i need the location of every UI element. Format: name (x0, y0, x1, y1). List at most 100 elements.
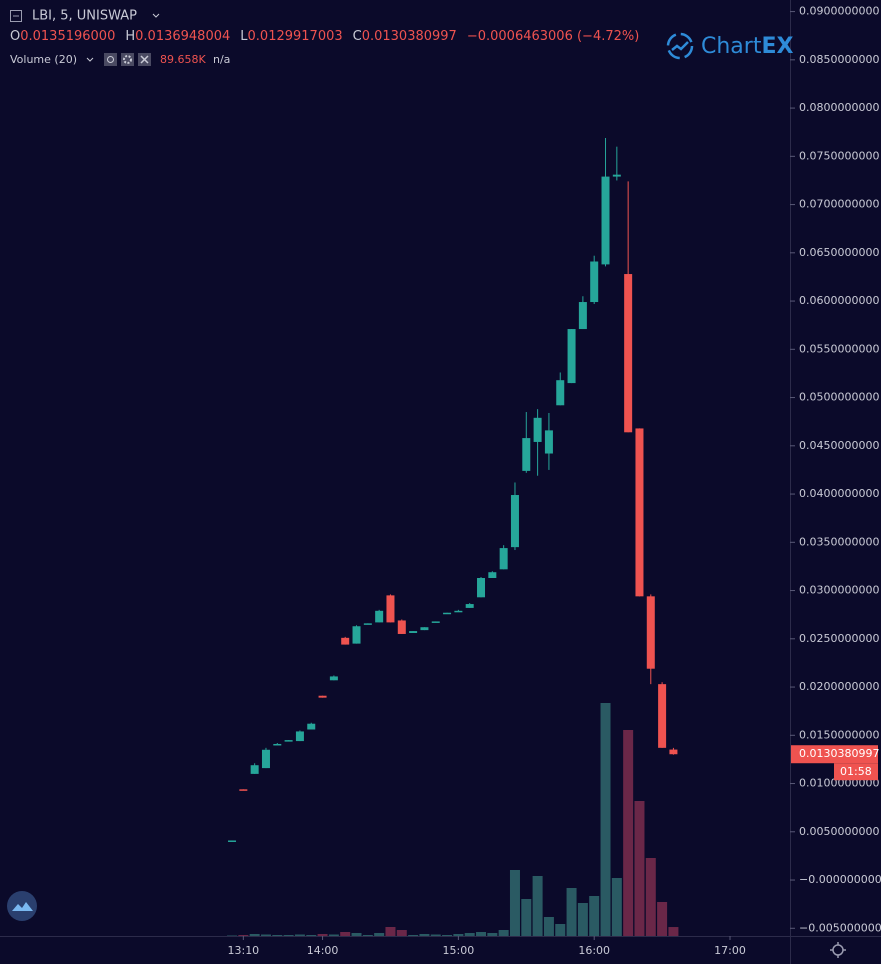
volume-bar (498, 930, 509, 936)
volume-bar (317, 934, 328, 936)
y-tick-label: 0.0450000000 (799, 439, 879, 452)
collapse-icon[interactable] (10, 10, 22, 22)
x-tick-label: 17:00 (714, 944, 746, 957)
settings-button[interactable] (121, 53, 134, 66)
volume-bar (487, 933, 498, 936)
volume-bar (634, 801, 645, 936)
y-tick-label: 0.0200000000 (799, 680, 879, 693)
volume-bar (340, 932, 351, 936)
gear-icon (123, 55, 132, 64)
candle-body (409, 631, 418, 634)
volume-bar (464, 933, 475, 936)
candle-body (646, 596, 655, 669)
volume-bar (521, 899, 532, 936)
volume-bar (249, 934, 260, 936)
ohlc-key: H (125, 29, 135, 44)
candle-body (363, 623, 372, 625)
volume-bar (283, 935, 294, 936)
volume-bar (509, 870, 520, 936)
x-tick-label: 13:10 (227, 944, 259, 957)
volume-bar (589, 896, 600, 936)
price-label-box (791, 745, 878, 764)
tv-badge[interactable] (7, 891, 37, 921)
y-tick-label: 0.0400000000 (799, 487, 879, 500)
candle-body (352, 626, 361, 644)
volume-bar (453, 934, 464, 936)
candle-body (284, 740, 293, 742)
volume-bar (396, 930, 407, 936)
volume-bar (294, 934, 305, 936)
ohlc-key: O (10, 29, 20, 44)
ohlc-value: 0.0129917003 (248, 29, 343, 44)
ohlc-value: 0.0136948004 (135, 29, 230, 44)
change-label: −0.0006463006 (−4.72%) (467, 29, 639, 44)
chevron[interactable] (86, 57, 94, 62)
volume-bar (362, 935, 373, 936)
logo-text: EX (761, 34, 793, 59)
candle-body (499, 548, 508, 570)
ohlc-key: C (353, 29, 362, 44)
ohlc-value: 0.0135196000 (20, 29, 115, 44)
candle-body (341, 637, 350, 645)
candle-body (239, 789, 248, 791)
candle-body (522, 438, 531, 471)
volume-bar (543, 917, 554, 936)
chevron[interactable] (152, 13, 160, 18)
volume-bar (476, 932, 487, 936)
volume-bar (668, 927, 679, 936)
volume-bar (611, 878, 622, 936)
y-tick-label: 0.0300000000 (799, 584, 879, 597)
candle-body (556, 380, 565, 406)
candle-body (488, 572, 497, 579)
volume-bar (555, 924, 566, 936)
candle-body (658, 684, 667, 748)
y-tick-label: 0.0600000000 (799, 294, 879, 307)
candle-body (533, 417, 542, 442)
ohlc-key: L (240, 29, 248, 44)
candle-body (454, 610, 463, 613)
volume-bar (442, 935, 453, 936)
y-tick-label: 0.0350000000 (799, 535, 879, 548)
candle-body (567, 329, 576, 384)
y-tick-label: 0.0550000000 (799, 342, 879, 355)
logo: ChartEX (666, 32, 793, 60)
candle-body (318, 695, 327, 698)
candle-body (250, 765, 259, 774)
candle-body (295, 731, 304, 742)
logo-text: Chart (701, 34, 762, 59)
plot-area (227, 137, 679, 936)
candle-body (544, 430, 553, 454)
candle-body (329, 676, 338, 681)
candle-body (228, 840, 237, 842)
volume-bar (657, 902, 668, 936)
candle-body (431, 621, 440, 623)
volume-bar (623, 730, 634, 936)
eye-icon (107, 56, 114, 63)
y-tick-label: 0.0050000000 (799, 825, 879, 838)
eye-button[interactable] (104, 53, 117, 66)
volume-bar (577, 903, 588, 936)
y-tick-label: 0.0650000000 (799, 246, 879, 259)
volume-bar (227, 935, 238, 936)
volume-bar (408, 935, 419, 936)
y-tick-label: 0.0700000000 (799, 198, 879, 211)
volume-bar (272, 935, 283, 936)
volume-bar (600, 703, 611, 936)
volume-ma: n/a (213, 53, 230, 66)
candle-body (590, 261, 599, 303)
y-tick-label: −0.0050000000 (799, 921, 881, 934)
logo-icon (671, 41, 689, 51)
volume-bar (566, 888, 577, 936)
volume-bar (328, 934, 339, 936)
y-tick-label: 0.0850000000 (799, 53, 879, 66)
candle-body (601, 176, 610, 265)
y-tick-label: 0.0500000000 (799, 391, 879, 404)
countdown-box (834, 763, 878, 781)
candle-body (477, 578, 486, 598)
close-icon (140, 55, 149, 64)
candle-body (273, 743, 282, 746)
volume-bar (385, 927, 396, 936)
volume-bar (238, 935, 249, 936)
y-tick-label: −0.0000000000 (799, 873, 881, 886)
